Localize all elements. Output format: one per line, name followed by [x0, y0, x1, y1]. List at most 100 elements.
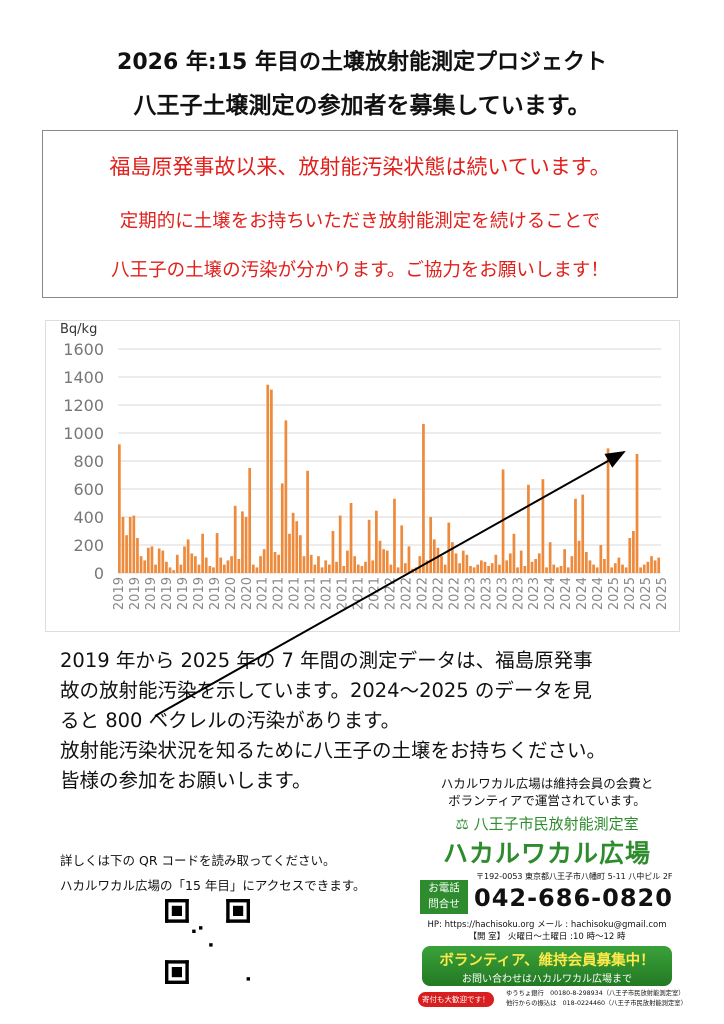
bar: [414, 567, 418, 573]
donation-badge: 寄付も大歓迎です！: [418, 992, 494, 1007]
bar: [657, 557, 661, 573]
bar: [613, 563, 617, 573]
bar: [212, 567, 215, 573]
bar: [385, 550, 389, 573]
y-axis-unit-label: Bq/kg: [60, 322, 97, 337]
bar: [270, 389, 273, 573]
x-tick-label: 2023: [511, 577, 526, 610]
bar: [534, 559, 538, 573]
bar: [588, 560, 592, 573]
bar: [628, 538, 632, 573]
x-tick-label: 2024: [591, 577, 606, 610]
notice-line-3: 八王子の土壌の汚染が分かります。ご協力をお願いします！: [111, 260, 609, 281]
x-tick-label: 2022: [399, 577, 414, 610]
bar: [320, 567, 324, 573]
body-line-4: 放射能汚染状況を知るために八王子の土壌をお持ちください。: [60, 739, 607, 762]
bar: [650, 556, 653, 573]
bar: [154, 564, 157, 573]
bar: [476, 564, 480, 573]
bar: [603, 559, 606, 573]
y-tick-label: 1000: [63, 424, 104, 443]
qr-finder: [165, 960, 169, 984]
bar: [574, 498, 577, 573]
bar: [443, 564, 447, 573]
bar: [436, 547, 440, 573]
volunteer-banner: ボランティア、維持会員募集中！ お問い合わせはハカルワカル広場まで: [422, 946, 672, 986]
bar: [324, 560, 328, 573]
body-line-3: ると 800 ベクレルの汚染があります。: [60, 709, 401, 732]
x-tick-label: 2022: [384, 577, 399, 610]
qr-finder: [246, 899, 250, 923]
bar: [487, 566, 490, 573]
notice-line-1: 福島原発事故以来、放射能汚染状態は続いています。: [109, 155, 611, 179]
qr-instruction-1: 詳しくは下の QR コードを読み取ってください。: [60, 853, 336, 868]
qr-finder: [233, 905, 244, 916]
bar: [545, 567, 548, 573]
bar: [653, 560, 657, 573]
bar: [157, 548, 161, 573]
x-tick-label: 2024: [575, 577, 590, 610]
bar: [266, 384, 270, 573]
x-tick-label: 2023: [527, 577, 542, 610]
bar: [143, 560, 147, 573]
bar: [146, 547, 150, 573]
contact-info[interactable]: HP: https://hachisoku.org メール : hachisok…: [427, 920, 667, 930]
body-line-5: 皆様の参加をお願いします。: [60, 769, 312, 792]
bar: [215, 533, 219, 573]
bar: [472, 567, 476, 573]
bar: [204, 557, 208, 573]
banner-title: ボランティア、維持会員募集中！: [439, 953, 655, 969]
org-intro-1: ハカルワカル広場は維持会員の会費と: [440, 776, 654, 791]
x-tick-label: 2022: [447, 577, 462, 610]
bar: [346, 550, 349, 573]
qr-module: [199, 926, 203, 930]
bar: [280, 483, 284, 573]
bar: [288, 533, 291, 573]
bar: [237, 559, 241, 573]
bar: [646, 561, 650, 573]
bar: [190, 553, 194, 573]
x-tick-label: 2023: [463, 577, 478, 610]
bar: [537, 553, 541, 573]
bar: [241, 511, 244, 573]
qr-finder: [165, 980, 189, 984]
x-tick-label: 2025: [623, 577, 638, 610]
bar: [530, 561, 534, 573]
x-tick-label: 2022: [431, 577, 446, 610]
x-tick-label: 2021: [320, 577, 335, 610]
bar: [418, 556, 422, 573]
y-tick-label: 1400: [63, 368, 104, 387]
bar: [447, 522, 451, 573]
x-tick-label: 2021: [256, 577, 271, 610]
bar: [599, 545, 603, 573]
x-tick-label: 2021: [336, 577, 351, 610]
bar: [642, 564, 646, 573]
bar: [624, 567, 628, 573]
bar: [494, 554, 498, 573]
bar: [403, 563, 407, 573]
body-line-1: 2019 年から 2025 年の 7 年間の測定データは、福島原発事: [60, 649, 593, 672]
bar: [364, 561, 367, 573]
lab-name: ⚖ 八王子市民放射能測定室: [418, 813, 676, 834]
qr-finder: [171, 967, 182, 978]
bar: [201, 533, 204, 573]
x-tick-label: 2019: [208, 577, 223, 610]
x-tick-label: 2019: [112, 577, 127, 610]
bar: [429, 517, 433, 573]
bar: [581, 494, 585, 573]
x-tick-label: 2025: [639, 577, 654, 610]
qr-code[interactable]: [165, 899, 250, 984]
bar: [309, 554, 313, 573]
address: 〒192-0053 東京都八王子市八幡町 5-11 八中ビル 2F: [476, 872, 673, 881]
bar: [480, 560, 483, 573]
phone-number[interactable]: 042-686-0820: [474, 884, 673, 912]
bar: [331, 531, 335, 573]
bar: [508, 553, 512, 573]
bar: [342, 566, 346, 573]
bar: [291, 512, 295, 573]
x-tick-label: 2021: [288, 577, 303, 610]
x-tick-label: 2024: [559, 577, 574, 610]
bar: [570, 556, 574, 573]
